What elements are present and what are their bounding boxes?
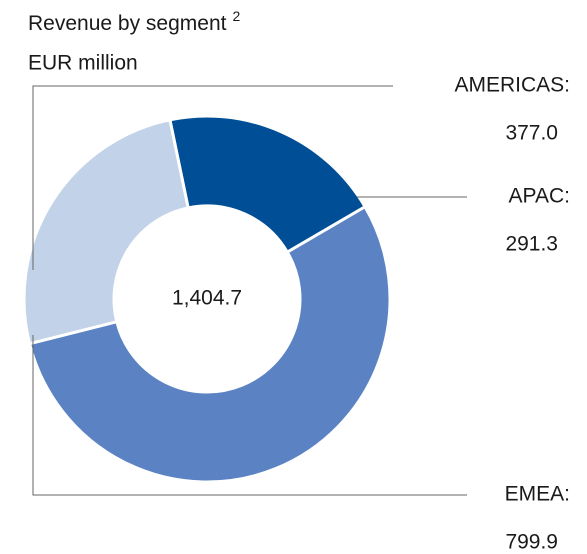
value-label: 377.0 xyxy=(505,122,558,145)
chart-subtitle: EUR million xyxy=(28,52,138,75)
leader-line xyxy=(32,85,393,270)
title-text: Revenue by segment xyxy=(28,12,227,35)
chart-title: Revenue by segment 2 xyxy=(28,8,240,35)
category-label: EMEA: xyxy=(505,483,570,506)
donut-segment xyxy=(22,118,190,346)
center-total: 1,404.7 xyxy=(172,287,242,310)
value-label: 799.9 xyxy=(505,531,558,554)
category-label: APAC: xyxy=(509,185,570,208)
donut-segment xyxy=(168,114,368,255)
value-label: 291.3 xyxy=(505,233,558,256)
leader-line xyxy=(32,335,467,496)
donut-segment xyxy=(27,204,392,484)
title-footnote: 2 xyxy=(232,8,240,24)
category-label: AMERICAS: xyxy=(454,74,570,97)
